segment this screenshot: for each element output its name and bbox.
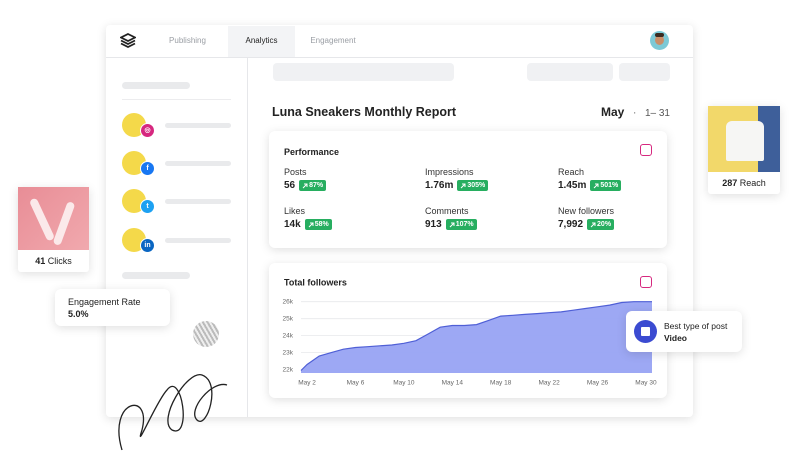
- best-post-card: Best type of post Video: [626, 311, 742, 352]
- best-post-label: Best type of post: [664, 321, 728, 331]
- area-line: [300, 301, 652, 371]
- change-badge: 107%: [445, 219, 477, 230]
- y-tick-label: 22k: [283, 366, 294, 373]
- placeholder: [619, 63, 670, 81]
- twitter-badge: t: [140, 199, 155, 214]
- reach-value: 287: [722, 178, 738, 188]
- post-image: [18, 187, 89, 250]
- placeholder: [165, 123, 231, 128]
- engagement-card: Engagement Rate 5.0%: [55, 289, 170, 326]
- metric-value: 14k: [284, 219, 301, 230]
- placeholder: [165, 199, 231, 204]
- thumbnail: [193, 321, 219, 347]
- placeholder: [122, 272, 190, 279]
- metric-value: 7,992: [558, 219, 584, 230]
- reach-label: Reach: [739, 178, 766, 188]
- x-tick-label: May 6: [347, 380, 365, 387]
- placeholder: [165, 161, 231, 166]
- engagement-value: 5.0%: [68, 309, 89, 319]
- report-month: May: [600, 105, 625, 119]
- x-tick-label: May 18: [490, 380, 512, 387]
- divider: [122, 99, 231, 100]
- best-post-value: Video: [664, 333, 687, 343]
- y-tick-label: 24k: [283, 332, 294, 339]
- instagram-icon: [640, 144, 652, 156]
- placeholder: [165, 238, 231, 243]
- clicks-value: 41: [35, 256, 46, 266]
- metric-value: 913: [425, 219, 442, 230]
- placeholder: [122, 82, 190, 89]
- metric-label: Comments: [425, 206, 469, 216]
- placeholder: [273, 63, 454, 81]
- up-arrow: [308, 222, 314, 227]
- card-title: Performance: [284, 147, 340, 157]
- post-type-icon: [634, 320, 657, 343]
- linkedin-badge: in: [140, 238, 155, 253]
- metric-label: Likes: [284, 206, 306, 216]
- change-badge: 87%: [299, 180, 327, 191]
- logo: [120, 33, 136, 49]
- metric-value: 1.45m: [558, 180, 587, 191]
- clicks-card: 41 Clicks: [18, 187, 89, 272]
- up-arrow: [302, 183, 308, 188]
- metric-label: Posts: [284, 167, 307, 177]
- instagram-icon: [640, 276, 652, 288]
- y-tick-label: 23k: [283, 349, 294, 356]
- x-tick-label: May 26: [587, 380, 609, 387]
- x-tick-label: May 30: [635, 380, 657, 387]
- x-tick-label: May 2: [298, 380, 316, 387]
- placeholder: [527, 63, 613, 81]
- y-tick-label: 26k: [283, 298, 294, 305]
- user-avatar[interactable]: [650, 31, 669, 50]
- reach-card: 287 Reach: [708, 106, 780, 194]
- change-value: 58%: [314, 221, 329, 228]
- change-badge: 305%: [457, 180, 489, 191]
- x-tick-label: May 14: [442, 380, 464, 387]
- engagement-label: Engagement Rate: [68, 297, 141, 307]
- facebook-badge: f: [140, 161, 155, 176]
- chart-title: Total followers: [284, 277, 347, 287]
- metric-value: 1.76m: [425, 180, 454, 191]
- change-value: 305%: [467, 182, 486, 189]
- scribble: [118, 374, 228, 451]
- report-range: 1– 31: [644, 108, 670, 119]
- metric-value: 56: [284, 180, 296, 191]
- change-badge: 501%: [590, 180, 622, 191]
- nav-divider: [106, 57, 693, 58]
- up-arrow: [590, 222, 596, 227]
- x-tick-label: May 22: [538, 380, 560, 387]
- area-fill: [301, 301, 652, 373]
- report-date: May · 1– 31: [600, 105, 670, 119]
- up-arrow: [449, 222, 455, 227]
- y-tick-label: 25k: [283, 315, 294, 322]
- active-tab-bg: [228, 26, 295, 57]
- change-badge: 20%: [587, 219, 615, 230]
- followers-chart: Total followers 22k 23k 24k 25k 26k May 2 May …: [283, 277, 657, 387]
- metric-label: Reach: [558, 167, 585, 177]
- up-arrow: [594, 183, 599, 188]
- nav-tab[interactable]: Analytics: [245, 36, 278, 45]
- change-value: 501%: [600, 182, 619, 189]
- instagram-badge: ◎: [140, 123, 155, 138]
- change-value: 107%: [455, 221, 474, 228]
- nav-tab[interactable]: Publishing: [169, 36, 206, 45]
- metric-label: Impressions: [425, 167, 474, 177]
- metric-label: New followers: [558, 206, 615, 216]
- nav-tab[interactable]: Engagement: [310, 36, 356, 45]
- change-value: 87%: [309, 182, 324, 189]
- up-arrow: [461, 183, 466, 188]
- clicks-label: Clicks: [47, 256, 72, 266]
- report-title: Luna Sneakers Monthly Report: [272, 105, 457, 119]
- x-tick-label: May 10: [393, 380, 415, 387]
- post-image: [708, 106, 780, 172]
- sidebar-divider: [247, 57, 248, 417]
- change-value: 20%: [597, 221, 612, 228]
- change-badge: 58%: [304, 219, 332, 230]
